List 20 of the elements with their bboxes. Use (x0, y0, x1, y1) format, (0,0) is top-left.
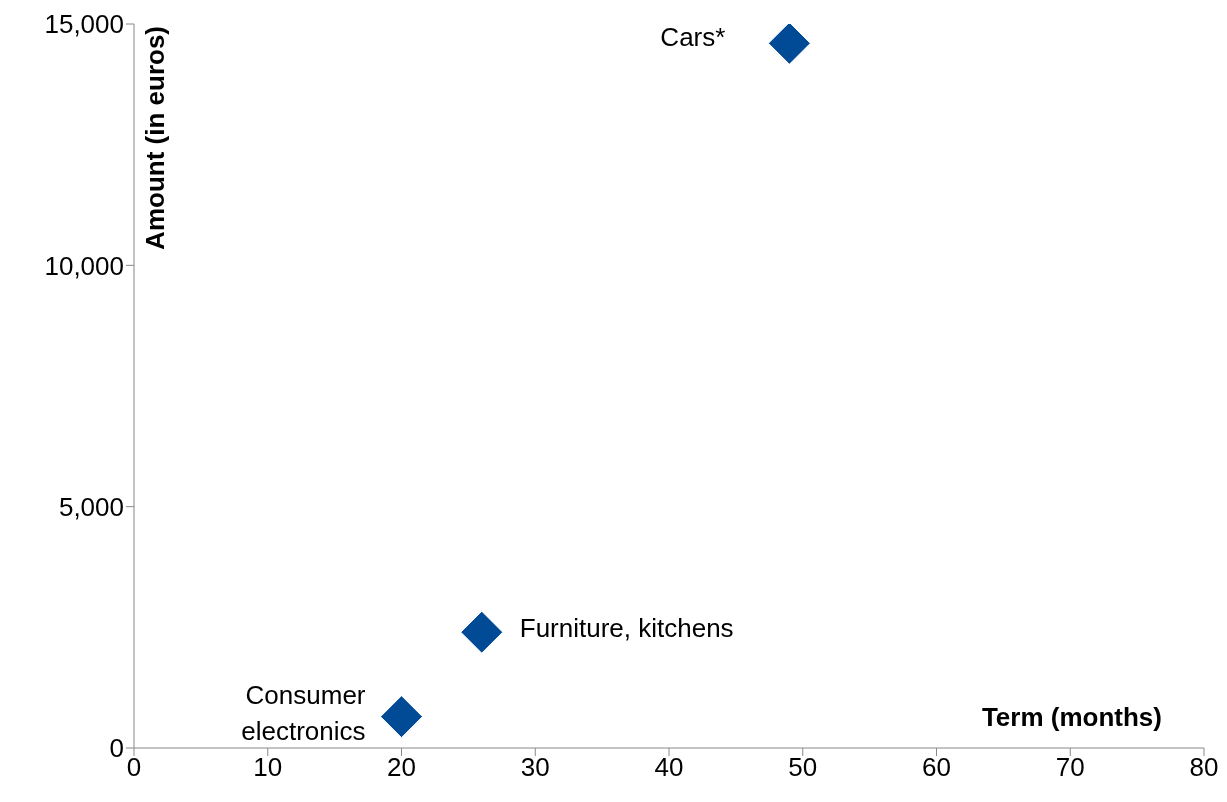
x-tick-label: 10 (253, 752, 283, 783)
x-tick-label: 80 (1189, 752, 1219, 783)
annotation: Consumer electronics (241, 679, 366, 746)
point (380, 695, 423, 739)
x-axis-title: Term (months) (981, 702, 1162, 732)
y-tick-label: 5,000 (58, 491, 124, 522)
point (460, 610, 504, 654)
annotation: Furniture, kitchens (519, 613, 734, 644)
x-tick-label: 70 (1055, 752, 1085, 783)
y-tick-label: 0 (109, 733, 124, 764)
y-axis-title: Amount (in euros) (140, 26, 170, 250)
point (767, 24, 811, 65)
y-tick-label: 10,000 (44, 250, 124, 281)
x-tick-label: 20 (387, 752, 416, 783)
x-tick-label: 50 (788, 752, 818, 783)
y-tick-label: 15,000 (44, 9, 124, 40)
x-tick-label: 60 (922, 752, 951, 783)
annotation: Cars* (660, 22, 726, 53)
x-tick-label: 30 (520, 752, 550, 783)
x-tick-label: 40 (654, 752, 684, 783)
